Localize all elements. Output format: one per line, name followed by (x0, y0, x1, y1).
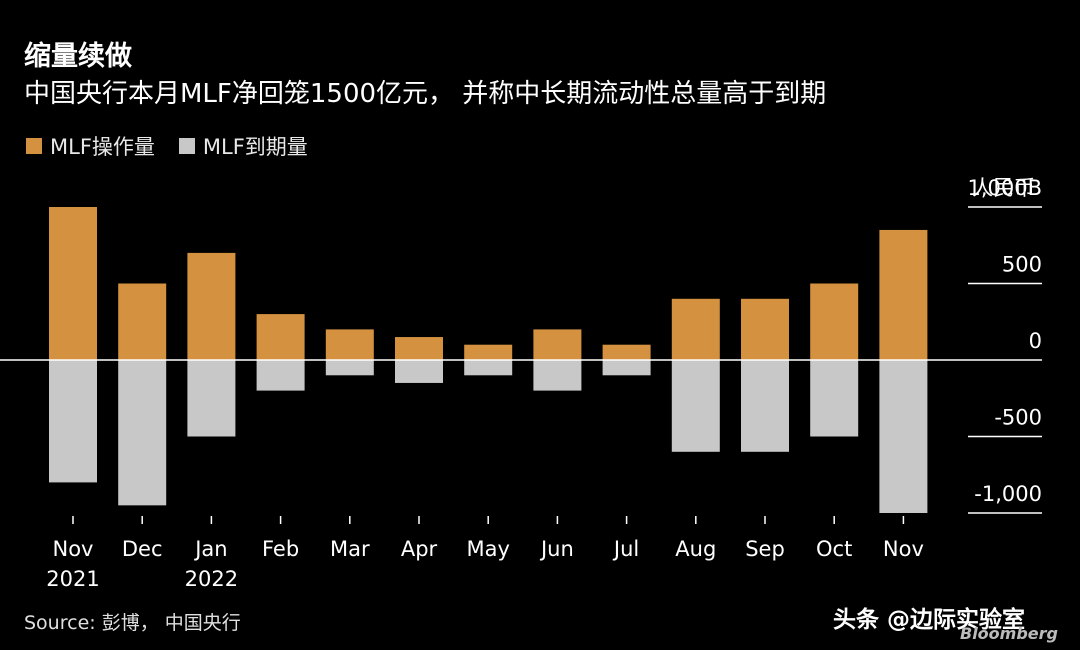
y-tick-label: -500 (994, 406, 1042, 430)
bar-operation (533, 329, 582, 360)
bar-operation (602, 344, 651, 360)
x-tick-label: Oct (816, 537, 852, 561)
legend-item-maturity: MLF到期量 (178, 131, 308, 161)
x-tick-label: Jun (539, 537, 574, 561)
source-note: Source: 彭博， 中国央行 (24, 612, 241, 634)
legend-item-operation: MLF操作量 (26, 131, 155, 161)
bar-operation (879, 229, 928, 360)
x-tick-label: Jul (612, 537, 639, 561)
legend-swatch-maturity (178, 138, 195, 154)
bloomberg-logo: Bloomberg (960, 624, 1058, 643)
bar-maturity (671, 360, 720, 452)
bar-maturity (810, 360, 859, 437)
x-tick-label: Jan (193, 537, 227, 561)
x-tick-label: Sep (745, 537, 785, 561)
bar-maturity (464, 360, 513, 376)
bar-operation (118, 283, 167, 360)
y-unit-label: 人民币 (972, 176, 1035, 200)
bar-maturity (602, 360, 651, 376)
chart-subtitle: 中国央行本月MLF净回笼1500亿元， 并称中长期流动性总量高于到期 (24, 79, 827, 109)
bar-maturity (395, 360, 443, 383)
legend-label-operation: MLF操作量 (50, 135, 155, 159)
x-tick-label: Nov (883, 537, 924, 561)
bar-maturity (49, 360, 97, 483)
x-tick-label: Aug (675, 537, 716, 561)
legend-label-maturity: MLF到期量 (202, 135, 308, 159)
chart-title: 缩量续做 (24, 41, 132, 72)
bar-operation (395, 337, 443, 360)
bar-maturity (533, 360, 582, 391)
x-tick-label: Feb (262, 537, 299, 561)
y-tick-label: 0 (1029, 329, 1042, 353)
bar-maturity (879, 360, 928, 513)
bar-operation (256, 314, 305, 360)
bar-operation (325, 329, 374, 360)
bar-maturity (256, 360, 305, 391)
bar-maturity (118, 360, 167, 506)
x-tick-sublabel: 2021 (46, 567, 99, 591)
x-tick-label: Dec (122, 537, 163, 561)
bar-operation (810, 283, 859, 360)
y-tick-label: -1,000 (974, 482, 1042, 506)
bar-maturity (741, 360, 789, 452)
legend-swatch-operation (26, 138, 42, 154)
bar-operation (187, 252, 236, 360)
x-tick-label: Apr (401, 537, 438, 561)
bar-operation (49, 207, 97, 360)
bar-operation (464, 344, 513, 360)
watermark: 头条 @边际实验室 (833, 607, 1026, 633)
x-tick-label: Nov (53, 537, 94, 561)
chart-legend: MLF操作量 MLF到期量 (26, 131, 332, 161)
bar-operation (741, 298, 789, 360)
x-tick-label: May (466, 537, 509, 561)
bar-maturity (187, 360, 236, 437)
x-tick-sublabel: 2022 (185, 567, 238, 591)
bar-maturity (325, 360, 374, 376)
x-tick-label: Mar (330, 537, 370, 561)
y-tick-label: 500 (1002, 253, 1042, 277)
y-tick-label: 1,000B (967, 176, 1042, 200)
bar-operation (671, 298, 720, 360)
